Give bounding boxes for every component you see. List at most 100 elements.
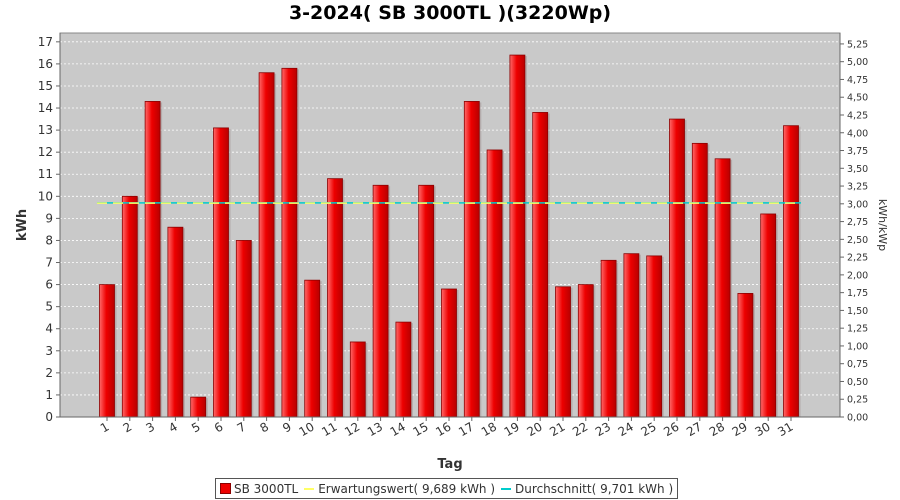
legend: SB 3000TL Erwartungswert( 9,689 kWh ) Du… bbox=[215, 478, 679, 499]
y-tick-label: 16 bbox=[38, 57, 53, 71]
y2-tick-label: 3,75 bbox=[847, 146, 868, 157]
y-tick-label: 13 bbox=[38, 123, 53, 137]
y2-tick-label: 5,00 bbox=[847, 57, 868, 68]
x-tick-label: 22 bbox=[570, 419, 590, 439]
x-tick-label: 5 bbox=[189, 419, 203, 435]
x-tick-label: 17 bbox=[456, 419, 476, 439]
bar bbox=[190, 396, 207, 418]
y-tick-label: 6 bbox=[45, 278, 53, 292]
x-tick-label: 19 bbox=[502, 419, 522, 439]
y2-tick-label: 4,00 bbox=[847, 128, 868, 139]
x-tick-label: 28 bbox=[707, 419, 727, 439]
y2-tick-label: 1,25 bbox=[847, 324, 868, 335]
y-tick-label: 0 bbox=[45, 410, 53, 424]
y2-tick-label: 4,75 bbox=[847, 75, 868, 86]
legend-item-bar: SB 3000TL bbox=[220, 482, 298, 496]
bar bbox=[281, 67, 298, 418]
x-tick-label: 29 bbox=[730, 419, 750, 439]
bar bbox=[646, 255, 663, 418]
x-tick-label: 9 bbox=[280, 419, 294, 435]
bar bbox=[737, 293, 754, 418]
bar bbox=[555, 286, 571, 418]
bar bbox=[167, 226, 184, 418]
y-tick-label: 12 bbox=[38, 145, 53, 159]
y-tick-label: 10 bbox=[38, 189, 53, 203]
x-axis: 1 2 3 4 5 6 7 8 9 10 11 12 13 14 15 16 17 18 19 20 21 22 23 24 2… bbox=[60, 416, 840, 439]
bar bbox=[121, 195, 138, 418]
y-tick-label: 8 bbox=[45, 233, 53, 247]
legend-label-expectation: Erwartungswert( 9,689 kWh ) bbox=[318, 481, 496, 496]
legend-swatch-average bbox=[501, 487, 512, 490]
x-tick-label: 30 bbox=[752, 419, 772, 439]
legend-swatch-expectation bbox=[304, 487, 315, 490]
x-tick-label: 15 bbox=[410, 419, 430, 439]
y2-tick-label: 0,50 bbox=[847, 377, 868, 388]
x-tick-label: 25 bbox=[638, 419, 658, 439]
legend-label-average: Durchschnitt( 9,701 kWh ) bbox=[515, 481, 674, 496]
bar bbox=[441, 288, 457, 418]
bar bbox=[144, 101, 161, 418]
y-tick-label: 9 bbox=[45, 211, 53, 225]
legend-swatch-bar bbox=[220, 483, 231, 494]
bar bbox=[532, 112, 549, 418]
bar bbox=[304, 279, 321, 418]
x-tick-label: 24 bbox=[616, 419, 636, 439]
bar bbox=[691, 142, 708, 418]
y-tick-label: 1 bbox=[45, 388, 53, 402]
bar bbox=[418, 184, 435, 418]
x-tick-label: 14 bbox=[388, 419, 408, 439]
y2-tick-label: 0,25 bbox=[847, 395, 868, 406]
y2-tick-label: 0,00 bbox=[847, 413, 868, 424]
x-tick-label: 10 bbox=[296, 419, 316, 439]
legend-label-bar: SB 3000TL bbox=[234, 481, 299, 496]
y-tick-label: 4 bbox=[45, 322, 53, 336]
x-axis-title: Tag bbox=[437, 457, 462, 472]
y2-tick-label: 2,50 bbox=[847, 235, 868, 246]
y-tick-label: 2 bbox=[45, 366, 53, 380]
x-tick-label: 3 bbox=[143, 419, 157, 435]
bar bbox=[395, 321, 412, 418]
bar bbox=[783, 125, 799, 418]
legend-item-average: Durchschnitt( 9,701 kWh ) bbox=[501, 482, 673, 496]
y-tick-label: 7 bbox=[45, 256, 53, 270]
y2-tick-label: 4,50 bbox=[847, 93, 868, 104]
bar bbox=[714, 158, 731, 418]
x-tick-label: 8 bbox=[257, 419, 271, 435]
bar-series bbox=[99, 54, 801, 418]
chart-title: 3-2024( SB 3000TL )(3220Wp) bbox=[288, 2, 612, 24]
bar bbox=[623, 253, 640, 418]
y-tick-label: 17 bbox=[38, 35, 53, 49]
x-tick-label: 7 bbox=[235, 419, 249, 435]
y-tick-label: 5 bbox=[45, 300, 53, 314]
bar bbox=[99, 284, 115, 418]
x-tick-label: 31 bbox=[775, 419, 795, 439]
bar bbox=[760, 213, 777, 418]
y-axis-right: 0,00 0,25 0,50 0,75 1,00 1,25 1,50 1,75 2,00 2,25… bbox=[839, 33, 868, 424]
bar bbox=[600, 259, 617, 418]
y-tick-label: 11 bbox=[38, 167, 53, 181]
x-tick-label: 20 bbox=[524, 419, 544, 439]
bar bbox=[349, 341, 366, 418]
x-tick-label: 16 bbox=[433, 419, 453, 439]
y2-tick-label: 2,25 bbox=[847, 253, 868, 264]
x-tick-label: 1 bbox=[98, 419, 112, 435]
y2-tick-label: 0,75 bbox=[847, 359, 868, 370]
bar bbox=[327, 178, 343, 418]
x-tick-label: 23 bbox=[593, 419, 613, 439]
bar bbox=[577, 284, 594, 418]
y2-tick-label: 1,50 bbox=[847, 306, 868, 317]
bar bbox=[235, 240, 252, 418]
bar bbox=[486, 149, 503, 418]
y-tick-label: 15 bbox=[38, 79, 53, 93]
y2-tick-label: 2,00 bbox=[847, 270, 868, 281]
y2-tick-label: 1,00 bbox=[847, 341, 868, 352]
gridlines bbox=[60, 41, 840, 396]
x-tick-label: 4 bbox=[166, 419, 180, 435]
y-axis-title: kWh bbox=[15, 209, 30, 241]
legend-item-expectation: Erwartungswert( 9,689 kWh ) bbox=[304, 482, 495, 496]
y2-tick-label: 3,50 bbox=[847, 164, 868, 175]
bar bbox=[213, 127, 229, 418]
y-tick-label: 14 bbox=[38, 101, 53, 115]
x-tick-label: 6 bbox=[212, 419, 226, 435]
